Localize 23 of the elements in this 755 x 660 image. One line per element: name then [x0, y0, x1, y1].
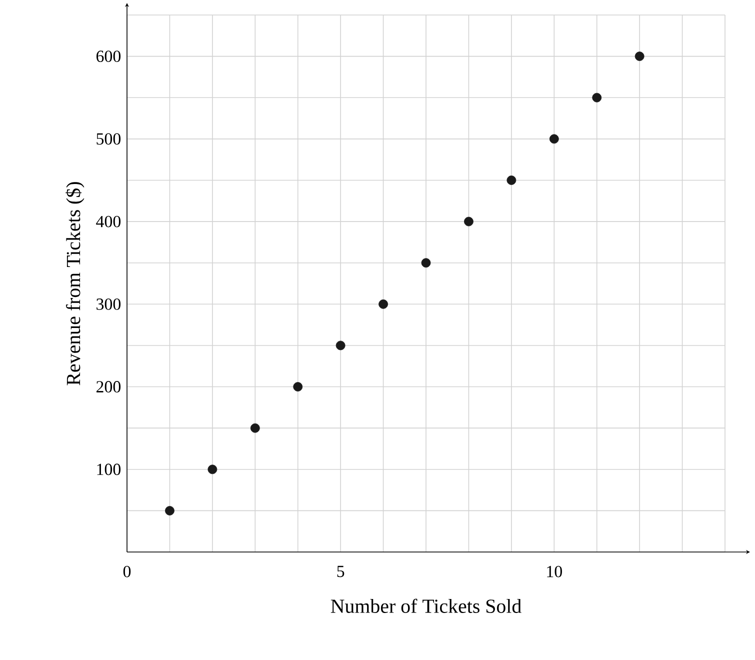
- y-tick-label: 100: [97, 464, 121, 476]
- point: [421, 258, 431, 268]
- point: [250, 423, 260, 433]
- point: [592, 92, 602, 102]
- y-tick-label: 400: [96, 216, 121, 228]
- y-axis-title: Revenue from Tickets ($): [66, 182, 84, 386]
- point: [464, 216, 474, 226]
- point: [336, 340, 346, 350]
- point: [506, 176, 516, 185]
- x-tick-label: 5: [337, 566, 344, 578]
- point: [208, 464, 218, 474]
- point: [634, 52, 644, 62]
- point: [549, 134, 559, 144]
- y-tick-label: 200: [96, 381, 121, 392]
- y-tick-label: 300: [96, 298, 121, 310]
- y-tick-label: 500: [96, 133, 121, 145]
- point: [378, 299, 388, 309]
- point: [293, 382, 303, 392]
- y-tick-label: 600: [96, 50, 121, 62]
- point: [165, 506, 174, 516]
- x-axis-title: Number of Tickets Sold: [330, 598, 522, 613]
- x-tick-label: 10: [547, 566, 562, 578]
- x-tick-label: 0: [123, 566, 131, 578]
